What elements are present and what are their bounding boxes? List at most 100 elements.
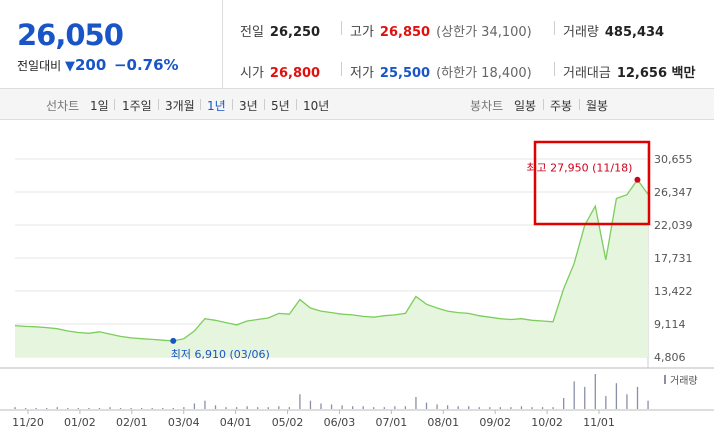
highlight-box [533,140,651,226]
divider [158,99,159,110]
open-price: 시가 26,800 [240,62,320,81]
y-tick-label: 22,039 [654,219,693,232]
amount-value: 12,656 백만 [616,66,696,81]
volume-bar [109,407,111,409]
volume-bar [214,405,217,409]
x-tick-label: 01/02 [64,416,96,429]
volume-bar [77,408,79,409]
tab-monthly[interactable]: 월봉 [586,99,609,113]
low-point-marker [170,337,177,344]
volume-bar [510,407,512,409]
high-point-marker [634,176,641,183]
divider [341,21,342,35]
x-tick-label: 09/02 [479,416,511,429]
volume-bar [552,407,554,409]
volume-bar [404,406,407,409]
volume-bar [341,405,343,409]
volume-stat: 거래량 485,434 [563,21,664,40]
tab-3m[interactable]: 3개월 [165,99,195,113]
change-value: 200 [75,56,107,74]
volume-bar [246,406,248,409]
tab-weekly[interactable]: 주봉 [550,99,573,113]
x-tick-label: 05/02 [272,416,304,429]
quote-summary: 26,050 전일대비 ▼200 −0.76% 전일 26,250 고가 26,85… [0,0,714,89]
day-low: 저가 25,500 (하한가 18,400) [350,62,532,81]
volume-bar [56,407,58,409]
volume-bar [531,407,533,409]
tab-1w[interactable]: 1주일 [122,99,152,113]
volume-bar [615,383,618,409]
divider [543,99,544,110]
divider [554,62,555,76]
tab-1y[interactable]: 1년 [207,99,226,113]
price-area [15,179,648,357]
price-change: 전일대비 ▼200 −0.76% [17,56,179,74]
volume-bar [14,407,16,409]
volume-bar [257,407,259,409]
price-box: 26,050 전일대비 ▼200 −0.76% [0,0,223,88]
volume-bar [172,408,174,409]
upper-limit: (상한가 34,100) [436,25,532,40]
volume-bar [183,407,185,409]
volume-bar [457,406,459,409]
volume-label: 거래량 [563,25,599,40]
volume-bar [309,400,312,409]
candle-chart-label: 봉차트 [470,99,504,113]
tab-daily[interactable]: 일봉 [514,99,537,113]
tab-5y[interactable]: 5년 [271,99,290,113]
volume-bar [594,374,596,409]
volume-bar [98,408,101,409]
volume-bar [573,381,575,409]
tab-1d[interactable]: 1일 [90,99,109,113]
y-tick-label: 4,806 [654,351,686,364]
volume-bar [383,407,385,409]
volume-bar [636,386,639,409]
volume-bar [278,406,280,409]
x-tick-label: 02/01 [116,416,148,429]
x-tick-label: 10/02 [531,416,563,429]
price-line [14,178,649,342]
divider [264,99,265,110]
divider [296,99,297,110]
volume-bar [352,406,354,409]
change-label: 전일대비 [17,59,62,73]
volume-bar [446,405,449,409]
divider [200,99,201,110]
volume-bar [24,408,27,409]
volume-bar [436,404,438,409]
prev-close: 전일 26,250 [240,21,320,40]
x-tick-label: 08/01 [427,416,459,429]
volume-bar [584,386,586,409]
volume-bar [119,408,122,409]
volume-bar [499,407,501,409]
x-tick-label: 11/20 [12,416,44,429]
volume-bar [373,407,375,409]
x-tick-label: 03/04 [168,416,200,429]
volume-bar [88,408,90,409]
tab-10y[interactable]: 10년 [303,99,330,113]
volume-value: 485,434 [604,25,665,40]
volume-bar [320,403,322,409]
volume-bar [151,408,153,409]
y-tick-label: 26,347 [654,186,693,199]
high-value: 26,850 [379,25,431,40]
y-tick-label: 30,655 [654,153,693,166]
tab-3y[interactable]: 3년 [239,99,258,113]
x-tick-label: 04/01 [220,416,252,429]
volume-bar [141,408,143,409]
volume-bar [67,408,69,409]
y-tick-label: 17,731 [654,252,693,265]
x-tick-label: 06/03 [324,416,356,429]
open-label: 시가 [240,66,264,81]
volume-bar [520,406,523,409]
volume-bar [489,407,491,409]
trade-amount: 거래대금 12,656 백만 [563,62,695,81]
y-tick-label: 13,422 [654,285,693,298]
volume-legend: 거래량 [670,375,698,387]
volume-bar [162,408,164,409]
volume-bar [288,407,290,409]
divider [579,99,580,110]
volume-bar [468,406,470,409]
divider [114,99,115,110]
